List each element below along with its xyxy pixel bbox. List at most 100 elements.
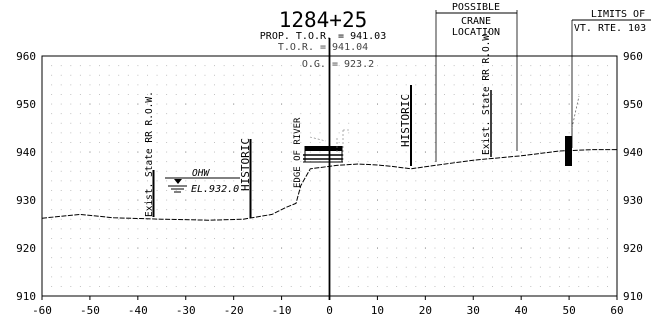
grid-dot [587,180,589,182]
grid-dot [309,122,311,124]
grid-dot [511,122,513,124]
grid-dot [319,94,321,95]
grid-dot [252,94,254,95]
grid-dot [127,113,129,115]
grid-dot [108,190,110,191]
grid-dot [214,218,215,220]
grid-dot [70,142,72,143]
grid-dot [262,228,263,230]
grid-dot [501,65,503,67]
grid-dot [520,257,522,259]
grid-dot [607,218,608,220]
grid-dot [434,228,436,230]
grid-dot [520,94,522,95]
grid-dot [415,190,417,191]
grid-dot [194,161,196,163]
historic-right-label: HISTORIC [399,94,412,147]
grid-dot [108,199,110,201]
grid-dot [204,228,206,230]
grid-dot [559,218,560,220]
grid-dot [309,190,311,191]
grid-dot [175,113,177,115]
grid-dot [127,257,129,259]
grid-dot [559,161,560,163]
grid-dot [262,209,263,211]
grid-dot [194,209,196,211]
grid-dot [175,276,177,278]
grid-dot [223,257,225,259]
grid-dot [99,84,100,86]
grid-dot [578,151,580,153]
grid-dot [377,218,378,220]
grid-dot [472,257,474,259]
tor-label: T.O.R. = 941.04 [278,42,368,53]
grid-dot [348,74,350,76]
grid-dot [137,170,139,172]
grid-dot [501,257,503,259]
grid-dot [396,170,398,172]
grid-dot [319,170,321,172]
grid-dot [539,286,541,287]
grid-dot [520,103,522,105]
grid-dot [568,113,570,115]
grid-dot [118,151,120,153]
grid-dot [89,199,91,201]
grid-dot [290,247,292,249]
grid-dot [357,276,359,278]
grid-dot [453,199,455,201]
grid-dot [147,209,148,211]
grid-dot [271,180,273,182]
grid-dot [194,218,196,220]
grid-dot [607,209,608,211]
grid-dot [214,65,215,67]
grid-dot [127,199,129,201]
grid-dot [424,247,426,249]
grid-dot [434,190,436,191]
y-tick-label-left: 920 [16,242,36,255]
grid-dot [472,132,474,134]
grid-dot [79,94,81,95]
grid-dot [578,190,580,191]
x-tick-label: -10 [272,304,292,317]
dot-grid [41,55,618,297]
grid-dot [444,113,445,115]
grid-dot [386,228,388,230]
ohw-symbol: OHW EL.932.0 [165,168,240,195]
grid-dot [396,161,398,163]
grid-dot [175,132,177,134]
grid-dot [377,266,378,268]
grid-dot [367,199,369,201]
grid-dot [233,113,235,115]
grid-dot [89,170,91,172]
grid-dot [309,180,311,182]
grid-dot [405,113,407,115]
y-tick-label-right: 950 [623,98,643,111]
grid-dot [463,65,465,67]
x-tick-label: 0 [326,304,333,317]
grid-dot [568,84,570,86]
grid-dot [223,132,225,134]
grid-dot [492,190,493,191]
grid-dot [501,122,503,124]
grid-dot [137,228,139,230]
grid-dot [597,247,599,249]
grid-dot [108,257,110,259]
grid-dot [434,247,436,249]
grid-dot [223,151,225,153]
x-axis-ticks: -60 -50 -40 -30 -20 -10 0 10 20 30 40 50 60 [32,296,624,317]
grid-dot [386,74,388,76]
grid-dot [520,238,522,239]
grid-dot [501,74,503,76]
grid-dot [597,113,599,115]
grid-dot [434,132,436,134]
grid-dot [281,199,283,201]
grid-dot [587,74,589,76]
grid-dot [79,238,81,239]
grid-dot [281,103,283,105]
grid-dot [137,238,139,239]
grid-dot [568,276,570,278]
grid-dot [492,276,493,278]
grid-dot [99,286,100,287]
grid-dot [79,266,81,268]
grid-dot [79,161,81,163]
